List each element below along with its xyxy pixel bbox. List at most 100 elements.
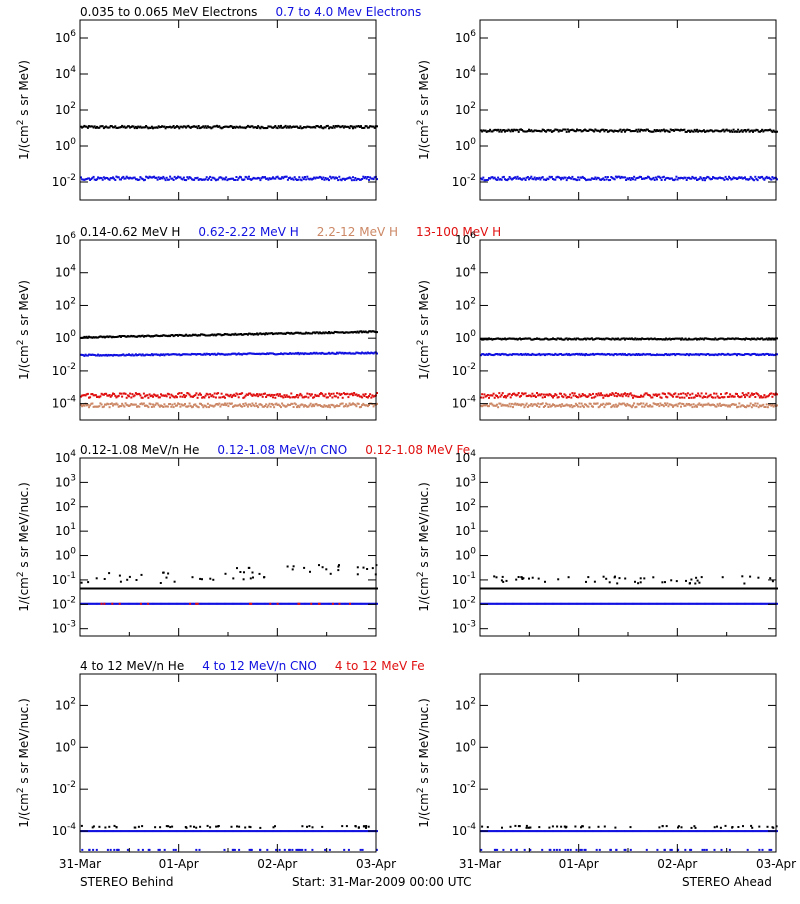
data-point — [570, 178, 572, 180]
data-point — [497, 129, 499, 131]
data-point — [144, 179, 146, 181]
data-point — [306, 176, 308, 178]
data-point — [753, 405, 755, 407]
data-point — [198, 406, 200, 408]
data-point — [224, 178, 226, 180]
data-point — [209, 578, 211, 580]
data-point — [338, 176, 340, 178]
data-point — [566, 131, 568, 133]
y-axis-label: 1/(cm2 s sr MeV/nuc.) — [16, 698, 31, 828]
data-point — [565, 177, 567, 179]
data-point — [633, 402, 635, 404]
data-point — [271, 394, 273, 396]
data-point — [482, 397, 484, 399]
y-tick-label: 106 — [55, 231, 76, 247]
y-tick-label: 100 — [455, 329, 476, 345]
data-point — [318, 564, 320, 566]
data-point — [109, 406, 111, 408]
data-point — [487, 394, 489, 396]
data-point — [329, 849, 331, 851]
data-point — [601, 394, 603, 396]
data-point — [370, 397, 372, 399]
data-point — [237, 393, 239, 395]
data-point — [243, 405, 245, 407]
data-point — [577, 396, 579, 398]
series-points — [480, 830, 778, 832]
data-point — [325, 568, 327, 570]
data-point — [507, 178, 509, 180]
data-point — [159, 849, 161, 851]
data-point — [544, 405, 546, 407]
data-point — [569, 394, 571, 396]
data-point — [98, 405, 100, 407]
data-point — [111, 402, 113, 404]
data-point — [517, 129, 519, 131]
data-point — [578, 179, 580, 181]
data-point — [337, 397, 339, 399]
data-point — [272, 404, 274, 406]
data-point — [105, 393, 107, 395]
y-tick-label: 100 — [55, 137, 76, 153]
series-points — [480, 402, 778, 408]
y-axis-label: 1/(cm2 s sr MeV) — [16, 60, 31, 160]
data-point — [130, 397, 132, 399]
data-point — [164, 849, 166, 851]
data-point — [140, 603, 142, 605]
data-point — [690, 579, 692, 581]
data-point — [498, 392, 500, 394]
data-point — [192, 576, 194, 578]
y-tick-label: 10-4 — [52, 822, 77, 838]
data-point — [311, 393, 313, 395]
data-point — [284, 849, 286, 851]
data-point — [238, 396, 240, 398]
data-point — [118, 176, 120, 178]
data-point — [570, 397, 572, 399]
y-tick-label: 10-3 — [52, 620, 76, 636]
data-point — [330, 393, 332, 395]
data-point — [672, 396, 674, 398]
data-point — [581, 403, 583, 405]
data-point — [134, 394, 136, 396]
y-tick-label: 103 — [455, 473, 476, 489]
data-point — [231, 826, 233, 828]
data-point — [360, 849, 362, 851]
data-point — [205, 395, 207, 397]
data-point — [200, 394, 202, 396]
y-tick-label: 100 — [55, 547, 76, 563]
data-point — [167, 406, 169, 408]
data-point — [758, 394, 760, 396]
data-point — [652, 576, 654, 578]
data-point — [81, 825, 83, 827]
data-point — [197, 603, 199, 605]
data-point — [258, 177, 260, 179]
data-point — [638, 129, 640, 131]
data-point — [248, 567, 250, 569]
data-point — [573, 395, 575, 397]
data-point — [138, 826, 140, 828]
data-point — [277, 127, 279, 129]
data-point — [637, 131, 639, 133]
data-point — [296, 394, 298, 396]
data-point — [493, 393, 495, 395]
data-point — [617, 405, 619, 407]
series-points — [80, 176, 378, 182]
data-point — [368, 179, 370, 181]
data-point — [185, 826, 187, 828]
data-point — [366, 568, 368, 570]
data-point — [345, 403, 347, 405]
data-point — [594, 396, 596, 398]
data-point — [694, 583, 696, 585]
data-point — [365, 825, 367, 827]
data-point — [287, 566, 289, 568]
data-point — [321, 826, 323, 828]
data-point — [368, 826, 370, 828]
data-point — [310, 403, 312, 405]
data-point — [353, 179, 355, 181]
y-tick-label: 102 — [455, 101, 476, 117]
data-point — [305, 396, 307, 398]
data-point — [663, 405, 665, 407]
data-point — [496, 404, 498, 406]
data-point — [111, 603, 113, 605]
